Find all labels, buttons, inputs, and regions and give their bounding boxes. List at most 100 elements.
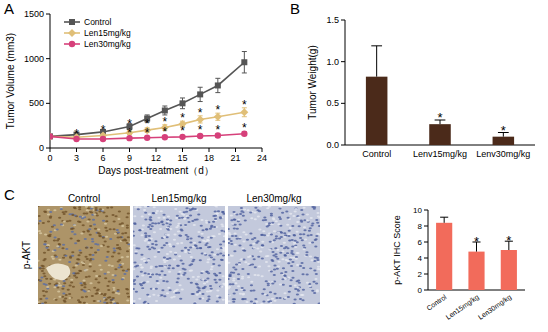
cell	[178, 271, 181, 273]
cell	[267, 301, 270, 303]
cell	[314, 278, 317, 280]
cell	[125, 288, 128, 290]
cell	[143, 302, 146, 304]
cell	[222, 299, 225, 301]
cell	[163, 217, 166, 219]
cell	[293, 235, 296, 237]
cell	[117, 232, 120, 234]
cell	[252, 289, 255, 291]
cell	[112, 252, 115, 254]
cell	[273, 239, 276, 241]
cell	[75, 262, 78, 264]
cell	[180, 242, 183, 244]
cell	[213, 279, 216, 281]
cell	[201, 279, 204, 281]
cell	[183, 272, 186, 274]
x-tick-label: 0	[47, 153, 52, 163]
point	[197, 91, 203, 97]
y-tick-label: 0.0	[326, 140, 339, 150]
cell	[167, 267, 170, 269]
cell	[170, 297, 173, 299]
cell	[88, 218, 91, 220]
cell	[242, 259, 245, 261]
cell	[71, 255, 74, 257]
cell	[233, 250, 236, 252]
cell	[218, 265, 221, 267]
cell	[87, 289, 90, 291]
cell	[280, 245, 283, 247]
significance: *	[474, 234, 479, 249]
y-axis-title: Tumor Volume (mm3)	[5, 33, 16, 129]
cell	[199, 259, 202, 261]
cell	[278, 207, 281, 209]
cell	[46, 286, 49, 288]
cell	[284, 297, 287, 299]
cell	[63, 282, 66, 284]
cell	[93, 213, 96, 215]
cell	[219, 244, 222, 246]
cell	[163, 274, 166, 276]
micrograph	[228, 206, 320, 304]
cell	[306, 220, 309, 222]
cell	[240, 210, 243, 212]
cell	[84, 238, 87, 240]
significance: *	[162, 125, 167, 139]
cell	[239, 236, 242, 238]
legend-label: Len15mg/kg	[84, 28, 131, 38]
cell	[96, 289, 99, 291]
cell	[286, 217, 289, 219]
cell	[315, 238, 318, 240]
cell	[249, 244, 252, 246]
cell	[294, 298, 297, 300]
cell	[189, 238, 192, 240]
cell	[304, 255, 307, 257]
cell	[317, 266, 320, 268]
cell	[168, 265, 171, 267]
cell	[310, 259, 313, 261]
cell	[230, 214, 233, 216]
cell	[83, 283, 86, 285]
cell	[185, 211, 188, 213]
cell	[108, 264, 111, 266]
cell	[243, 250, 246, 252]
cell	[219, 252, 222, 254]
significance: *	[506, 233, 511, 248]
cell	[164, 266, 167, 268]
cell	[267, 282, 270, 284]
cell	[254, 218, 257, 220]
cell	[86, 258, 89, 260]
cell	[239, 224, 242, 226]
cell	[168, 257, 171, 259]
cell	[106, 256, 109, 258]
cell	[222, 246, 225, 248]
cell	[298, 225, 301, 227]
cell	[167, 234, 170, 236]
cell	[220, 286, 223, 288]
error-cap	[162, 106, 167, 107]
cell	[49, 278, 52, 280]
cell	[207, 298, 210, 300]
cell	[42, 272, 45, 274]
cell	[117, 266, 120, 268]
cell	[265, 280, 268, 282]
x-tick-label: Len30mg/kg	[477, 293, 513, 322]
cell	[104, 260, 107, 262]
cell	[97, 281, 100, 283]
cell	[154, 240, 157, 242]
cell	[116, 229, 119, 231]
cell	[296, 264, 299, 266]
cell	[200, 233, 203, 235]
cell	[273, 300, 276, 302]
cell	[174, 208, 177, 210]
cell	[99, 208, 102, 210]
cell	[114, 268, 117, 270]
cell	[190, 282, 193, 284]
cell	[94, 209, 97, 211]
cell	[241, 277, 244, 279]
cell	[190, 269, 193, 271]
cell	[117, 252, 120, 254]
cell	[74, 242, 77, 244]
cell	[301, 273, 304, 275]
error-cap	[371, 45, 382, 46]
cell	[301, 294, 304, 296]
